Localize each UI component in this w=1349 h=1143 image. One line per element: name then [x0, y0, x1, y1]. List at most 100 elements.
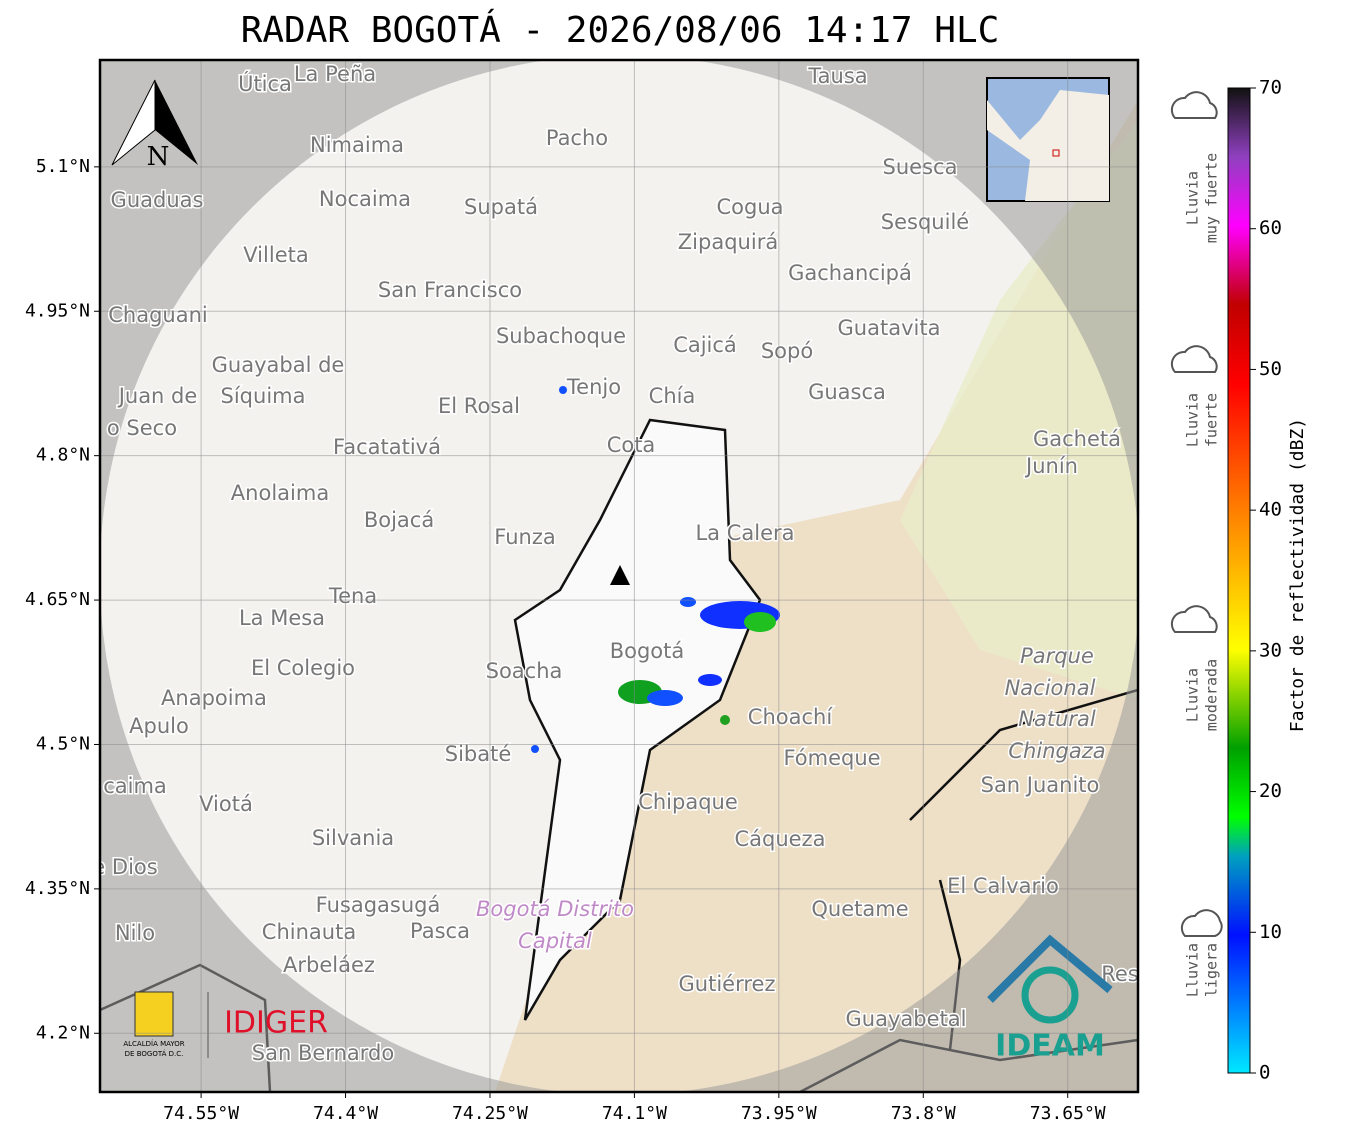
place-label: Anolaima: [231, 481, 329, 505]
x-tick-label: 73.95°W: [741, 1103, 817, 1124]
place-label: El Calvario: [947, 874, 1059, 898]
place-label: Anapoima: [161, 686, 267, 710]
place-label: San Juanito: [981, 773, 1100, 797]
map-frame: [98, 58, 1140, 1094]
place-label: El Rosal: [438, 394, 520, 418]
place-label: Sesquilé: [881, 210, 969, 234]
y-tick-label: 4.2°N: [36, 1022, 90, 1043]
place-label: Guayabal de: [212, 353, 345, 377]
radar-site: [610, 565, 630, 585]
place-label: Chipaque: [638, 790, 738, 814]
place-label: Guaduas: [111, 188, 204, 212]
colorbar: [1227, 87, 1251, 1074]
logo-text: IDEAM: [995, 1029, 1105, 1064]
colorbar-tick-label: 70: [1259, 77, 1282, 99]
place-label: Bogotá: [610, 639, 685, 663]
place-label: Parque: [1020, 644, 1094, 668]
compass-label: N: [147, 142, 170, 172]
place-label: o Seco: [107, 416, 177, 440]
place-label: Chaguani: [108, 303, 208, 327]
place-label: Subachoque: [496, 324, 626, 348]
place-label: Sopó: [761, 339, 813, 363]
legend-icons: [1170, 91, 1223, 937]
place-label: caima: [103, 774, 167, 798]
colorbar-label: Factor de reflectividad (dBZ): [1287, 418, 1308, 732]
place-label: Nilo: [115, 921, 155, 945]
place-label: Capital: [518, 929, 592, 953]
colorbar-tick-label: 0: [1259, 1062, 1270, 1084]
x-tick-label: 73.65°W: [1030, 1103, 1106, 1124]
y-tick-label: 4.5°N: [36, 733, 90, 754]
place-label: Silvania: [312, 826, 394, 850]
place-label: Chingaza: [1008, 739, 1105, 763]
place-label: Bogotá Distrito: [476, 897, 634, 921]
place-label: Viotá: [199, 792, 253, 816]
place-label: Tenjo: [566, 375, 621, 399]
y-tick-label: 4.95°N: [25, 300, 90, 321]
place-label: e Dios: [92, 855, 157, 879]
place-label: Nacional: [1005, 676, 1096, 700]
y-tick-label: 4.8°N: [36, 445, 90, 466]
place-label: Síquima: [221, 384, 306, 408]
place-label: Nocaima: [319, 187, 411, 211]
colorbar-tick-label: 50: [1259, 358, 1282, 380]
place-label: Gachancipá: [788, 261, 912, 285]
y-tick-label: 4.65°N: [25, 589, 90, 610]
logo-text: ALCALDÍA MAYOR: [123, 1039, 184, 1048]
colorbar-tick-label: 60: [1259, 217, 1282, 239]
place-label: Junín: [1024, 454, 1078, 478]
inset-map: [986, 77, 1110, 202]
place-label: Fómeque: [783, 746, 880, 770]
place-label: Natural: [1018, 707, 1096, 731]
place-label: Pasca: [410, 919, 470, 943]
place-label: Gutiérrez: [679, 972, 776, 996]
place-label: Zipaquirá: [678, 230, 778, 254]
colorbar-tick-label: 30: [1259, 639, 1282, 661]
place-label: Gachetá: [1033, 427, 1121, 451]
place-label: Soacha: [486, 659, 563, 683]
place-label: Sibaté: [445, 742, 512, 766]
x-tick-label: 74.55°W: [163, 1103, 239, 1124]
x-tick-label: 74.1°W: [602, 1103, 667, 1124]
place-label: Chinauta: [262, 920, 356, 944]
legend-label: ligera: [1203, 943, 1221, 997]
place-label: Villeta: [243, 243, 308, 267]
place-label: Cota: [607, 433, 656, 457]
place-label: Quetame: [811, 897, 908, 921]
place-label: Cáqueza: [735, 827, 826, 851]
place-label: Cajicá: [673, 333, 737, 357]
place-label: Apulo: [129, 714, 189, 738]
place-label: Chía: [649, 384, 696, 408]
place-label: Tena: [328, 584, 377, 608]
map: Útica La Peña TausaPachoNimaimaSuescaGuadu…: [92, 60, 1138, 1092]
place-label: Choachí: [748, 705, 834, 729]
place-label: Bojacá: [364, 508, 434, 532]
legend-label: fuerte: [1203, 393, 1221, 447]
place-label: Juan de: [117, 384, 198, 408]
legend-label: Lluvia: [1184, 668, 1202, 722]
legend-label: muy fuerte: [1203, 153, 1221, 243]
colorbar-tick-label: 10: [1259, 921, 1282, 943]
place-label: Tausa: [807, 64, 867, 88]
x-tick-label: 74.25°W: [452, 1103, 528, 1124]
colorbar-tick-label: 40: [1259, 499, 1282, 521]
legend-label: Lluvia: [1184, 943, 1202, 997]
place-label: Útica: [238, 71, 292, 96]
place-label: Pacho: [546, 126, 608, 150]
x-tick-label: 73.8°W: [891, 1103, 956, 1124]
place-label: Guasca: [808, 380, 886, 404]
place-label: San Francisco: [378, 278, 522, 302]
place-label: Funza: [494, 525, 555, 549]
place-label: San Bernardo: [252, 1041, 394, 1065]
place-label: Arbeláez: [283, 953, 375, 977]
place-label: Nimaima: [310, 133, 404, 157]
y-tick-label: 5.1°N: [36, 156, 90, 177]
colorbar-tick-label: 20: [1259, 780, 1282, 802]
y-tick-label: 4.35°N: [25, 878, 90, 899]
legend-label: Lluvia: [1184, 393, 1202, 447]
logo-text: IDIGER: [224, 1006, 328, 1041]
place-label: Guatavita: [838, 316, 941, 340]
title: RADAR BOGOTÁ - 2026/08/06 14:17 HLC: [241, 9, 1000, 51]
place-label: Cogua: [716, 195, 783, 219]
